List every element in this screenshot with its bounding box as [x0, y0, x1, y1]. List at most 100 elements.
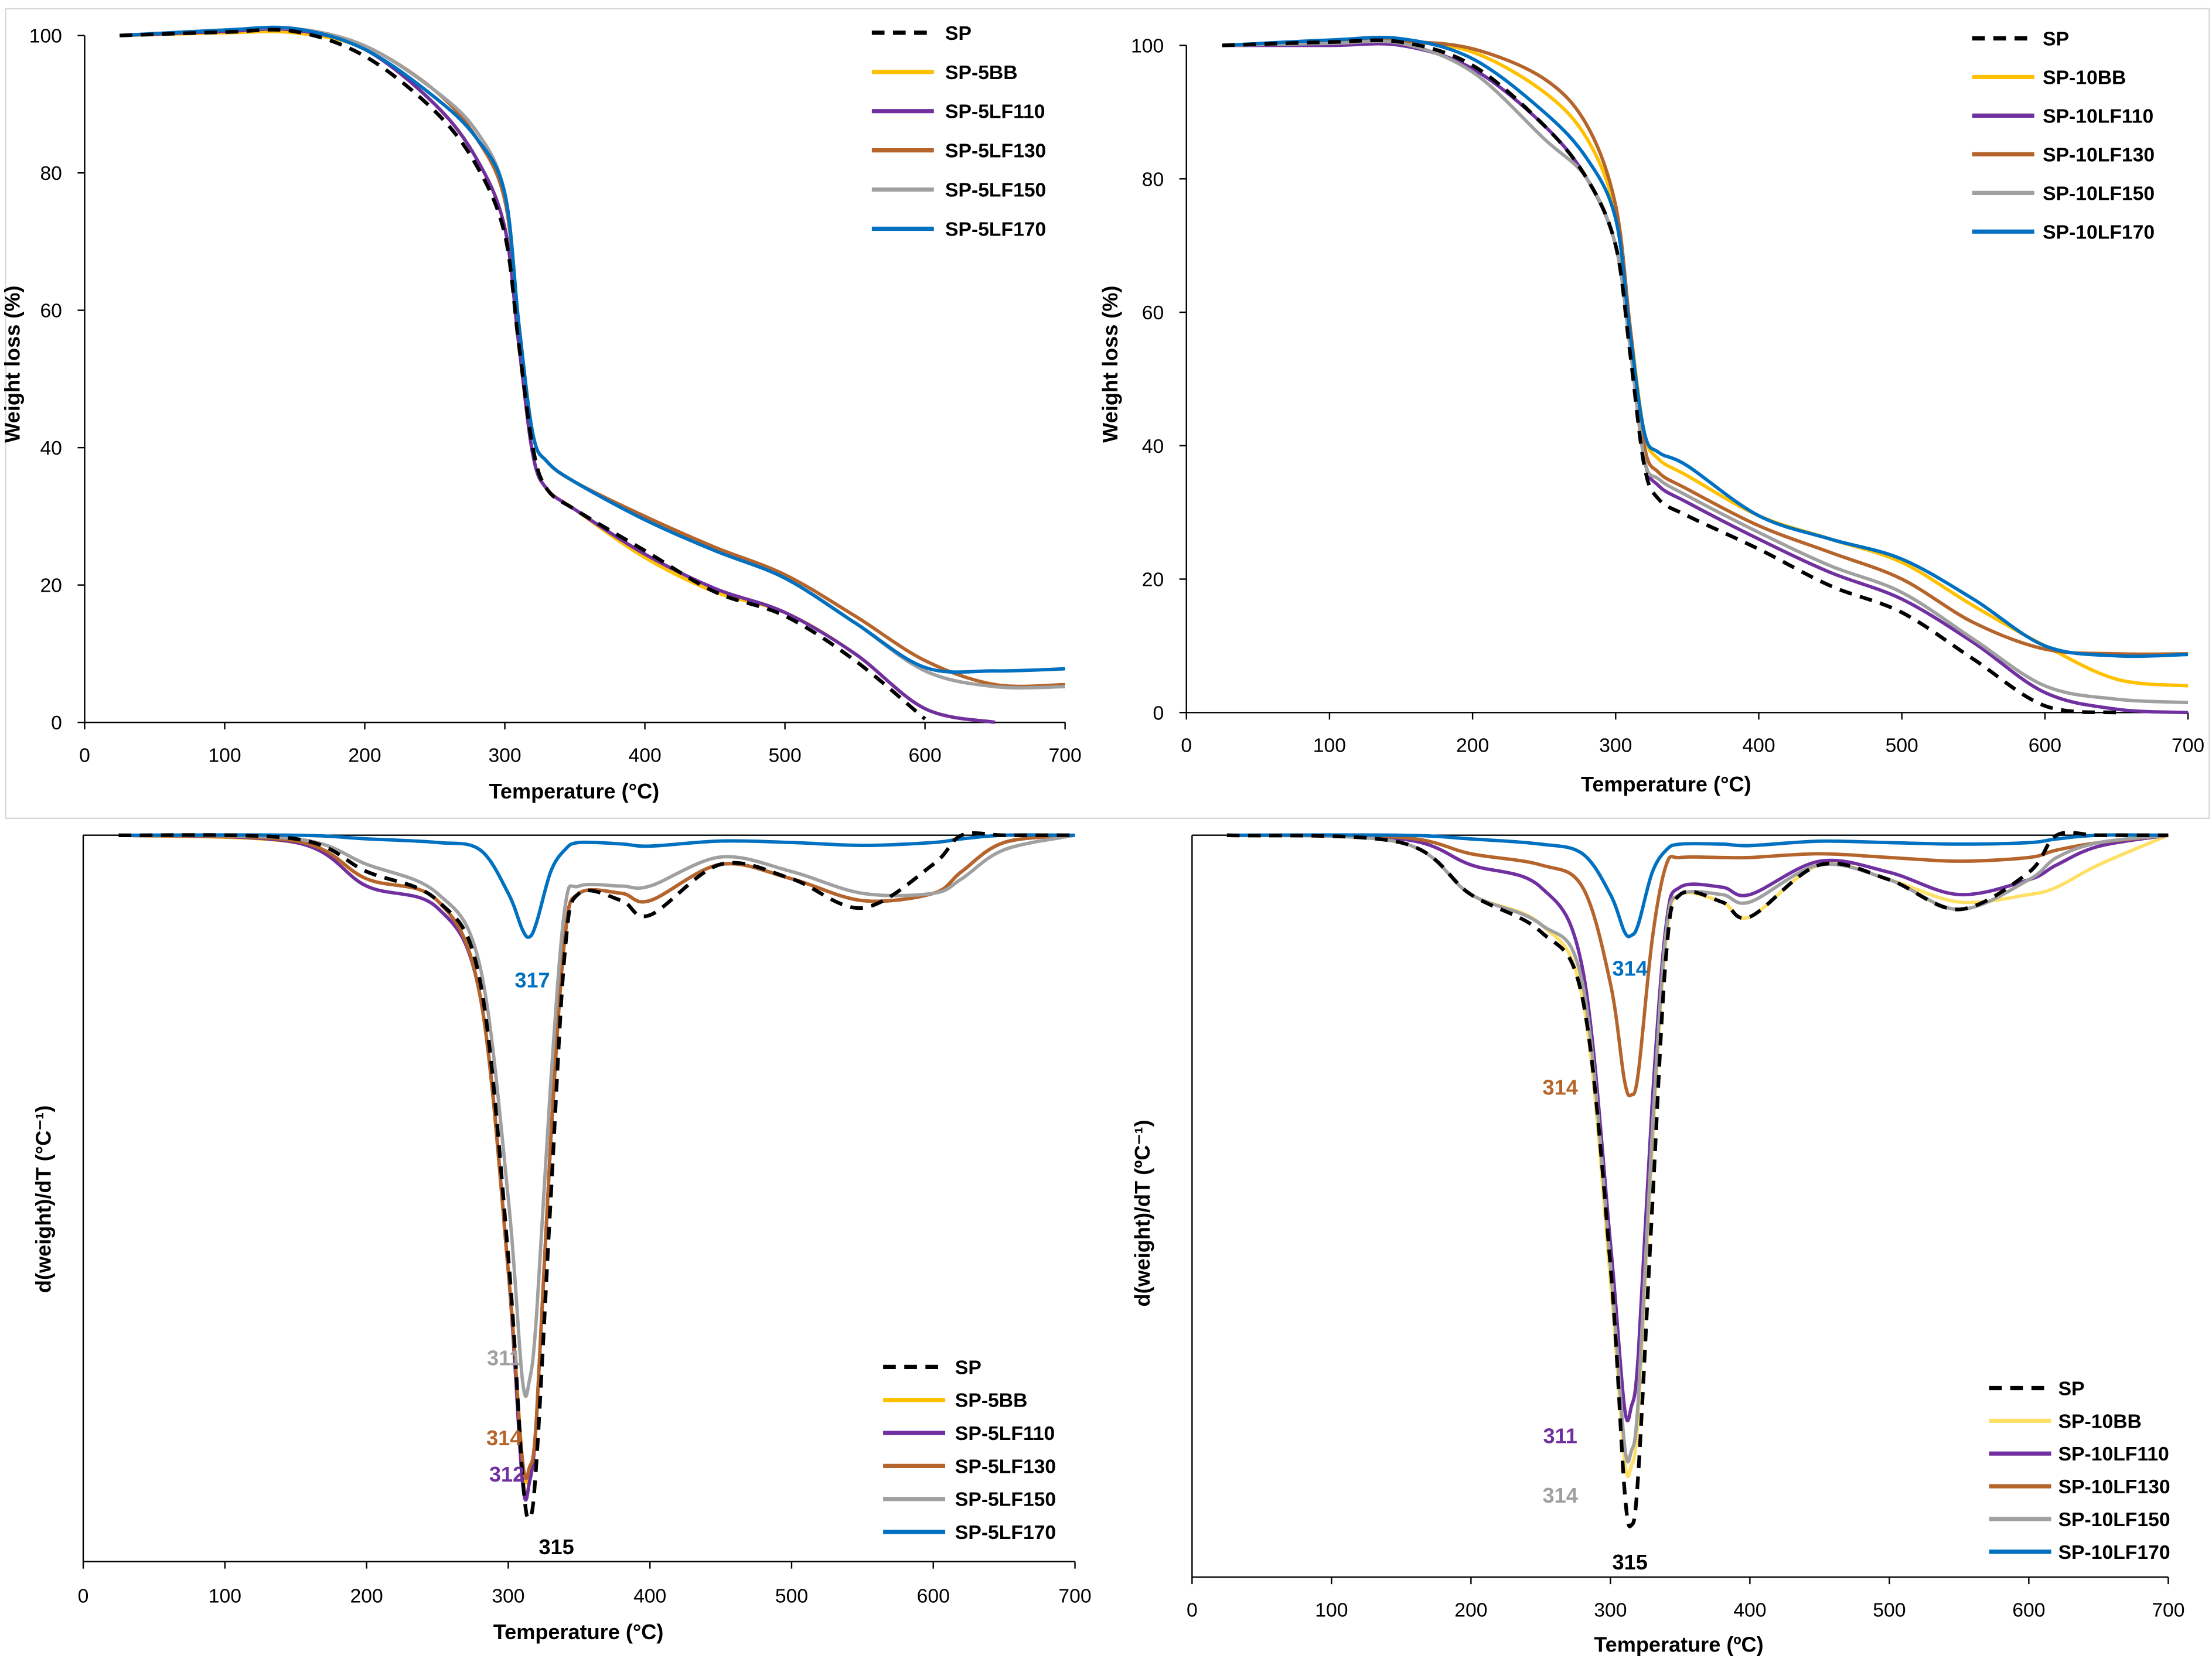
legend-label: SP-10LF110 [2043, 105, 2153, 127]
x-tick-label: 0 [1181, 735, 1192, 757]
x-tick-label: 100 [1313, 735, 1346, 757]
x-tick-label: 100 [209, 1585, 241, 1607]
chart-frame [5, 8, 2210, 820]
x-tick-label: 300 [1599, 735, 1632, 757]
series-line-sp-5lf170 [120, 25, 1065, 674]
series-line-sp-5lf150 [118, 833, 1076, 1398]
y-axis-label: d(weight)/dT (°C⁻¹) [32, 1105, 56, 1293]
series-line-sp-10bb [1226, 833, 2169, 1479]
y-tick-label: 100 [1131, 35, 1164, 57]
legend-label: SP-5LF130 [955, 1455, 1056, 1477]
legend-label: SP-10LF110 [2058, 1443, 2169, 1465]
legend-label: SP-5LF150 [945, 179, 1046, 202]
peak-label: 315 [1613, 1550, 1648, 1574]
series-line-sp-10lf130 [1222, 39, 2189, 656]
legend-label: SP [2043, 28, 2069, 50]
x-axis-label: Temperature (°C) [489, 779, 660, 803]
x-tick-label: 400 [1742, 735, 1775, 757]
y-tick-label: 80 [1142, 168, 1164, 190]
y-tick-label: 100 [29, 25, 62, 47]
series-line-sp-10lf170 [1222, 36, 2189, 658]
peak-label: 312 [489, 1462, 524, 1486]
x-tick-label: 700 [1049, 745, 1082, 767]
peak-label: 315 [538, 1535, 574, 1559]
y-tick-label: 80 [40, 162, 62, 185]
series-line-sp-5lf130 [120, 26, 1065, 688]
x-axis-label: Temperature (°C) [1581, 772, 1751, 796]
x-tick-label: 500 [1873, 1599, 1906, 1621]
x-tick-label: 600 [2029, 735, 2061, 757]
legend-label: SP-10BB [2058, 1410, 2142, 1432]
series-line-sp [118, 831, 1075, 1521]
peak-label: 311 [1543, 1424, 1577, 1448]
series-line-sp-5bb [120, 29, 996, 724]
peak-label: 314 [1543, 1483, 1578, 1507]
legend-label: SP-5LF110 [955, 1422, 1055, 1445]
series-line-sp-10bb [1222, 39, 2189, 688]
legend-label: SP-10LF130 [2058, 1476, 2170, 1498]
y-axis-label: Weight loss (%) [1098, 286, 1122, 443]
series-line-sp-5bb [118, 833, 1075, 1484]
y-axis-label: d(weight)/dT (ºC⁻¹) [1130, 1120, 1154, 1306]
series-line-sp-5lf150 [120, 26, 1065, 690]
x-tick-label: 200 [348, 745, 381, 767]
x-axis-label: Temperature (°C) [493, 1620, 664, 1644]
legend-label: SP-10LF130 [2043, 144, 2155, 166]
peak-label: 314 [486, 1426, 522, 1450]
x-tick-label: 100 [1315, 1599, 1348, 1621]
y-tick-label: 0 [1153, 702, 1164, 724]
peak-label: 314 [1543, 1075, 1578, 1099]
series-line-sp-5lf110 [120, 27, 996, 724]
x-axis-label: Temperature (ºC) [1594, 1633, 1763, 1657]
legend-label: SP-10LF170 [2043, 221, 2155, 243]
y-tick-label: 20 [1142, 569, 1164, 591]
series-line-sp-10lf130 [1226, 833, 2169, 1098]
series-line-sp-5lf170 [118, 833, 1075, 939]
legend-label: SP [2058, 1378, 2085, 1400]
x-tick-label: 500 [775, 1585, 808, 1607]
x-tick-label: 700 [2152, 1599, 2184, 1621]
chart-panel-1: 0 100 200 300 400 500 600 700020406080100Temper… [1, 8, 2210, 820]
x-tick-label: 500 [769, 745, 802, 767]
legend-label: SP-5LF170 [945, 219, 1046, 241]
y-tick-label: 40 [40, 437, 62, 459]
legend-label: SP-10LF150 [2043, 182, 2155, 204]
legend-label: SP [955, 1356, 981, 1378]
y-tick-label: 60 [40, 300, 62, 322]
series-line-sp-10lf150 [1222, 39, 2189, 705]
y-tick-label: 40 [1142, 435, 1164, 458]
series-line-sp-10lf150 [1226, 833, 2169, 1463]
y-tick-label: 0 [51, 712, 62, 734]
legend-label: SP-5LF150 [955, 1489, 1056, 1511]
x-tick-label: 400 [633, 1585, 666, 1607]
chart-panel-4: 0 100 200 300 400 500 600 700 Temperature (ºC) d(… [1130, 830, 2184, 1657]
x-tick-label: 400 [1733, 1599, 1766, 1621]
peak-label: 311 [487, 1346, 521, 1370]
legend-label: SP-5LF110 [945, 101, 1045, 123]
x-tick-label: 700 [2172, 735, 2204, 757]
series-line-sp [120, 28, 926, 721]
x-tick-label: 200 [1454, 1599, 1487, 1621]
x-tick-label: 300 [492, 1585, 524, 1607]
legend-label: SP-5LF130 [945, 140, 1046, 162]
series-line-sp [1222, 38, 2117, 715]
legend-label: SP-10LF170 [2058, 1541, 2170, 1564]
x-tick-label: 500 [1886, 735, 1918, 757]
legend-label: SP-10LF150 [2058, 1509, 2170, 1531]
series-line-sp-5lf130 [118, 833, 1075, 1481]
x-tick-label: 600 [2012, 1599, 2045, 1621]
y-tick-label: 60 [1142, 302, 1164, 324]
y-tick-label: 20 [40, 575, 62, 597]
x-tick-label: 600 [909, 745, 942, 767]
series-line-sp-10lf110 [1226, 833, 2169, 1423]
x-tick-label: 700 [1058, 1585, 1091, 1607]
legend-label: SP-10BB [2043, 66, 2126, 88]
x-tick-label: 200 [350, 1585, 383, 1607]
x-tick-label: 200 [1456, 735, 1489, 757]
legend-label: SP-5BB [945, 62, 1018, 84]
legend-label: SP-5LF170 [955, 1521, 1056, 1544]
peak-label: 317 [514, 968, 550, 992]
x-tick-label: 0 [78, 1585, 89, 1607]
x-tick-label: 600 [917, 1585, 950, 1607]
